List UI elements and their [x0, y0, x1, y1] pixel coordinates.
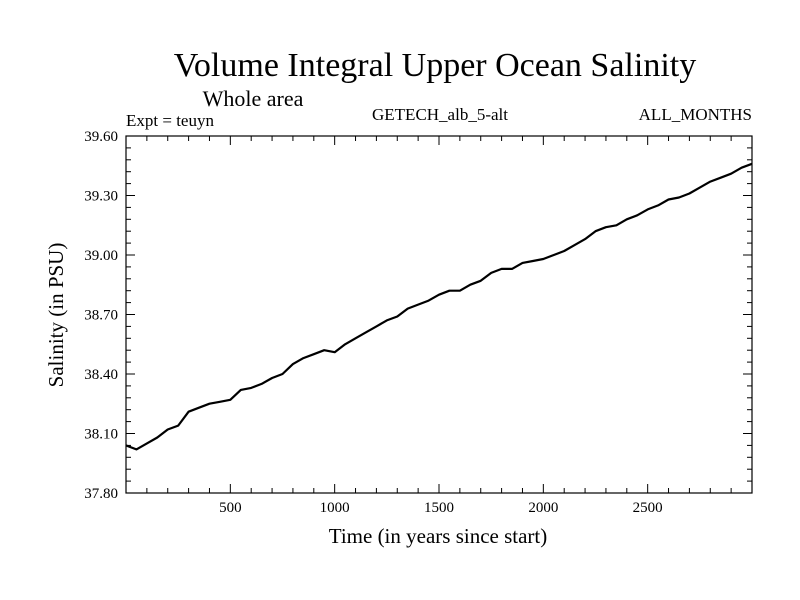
- y-tick-label: 38.40: [84, 367, 118, 383]
- axis-ticks: [126, 136, 752, 493]
- experiment-label: Expt = teuyn: [126, 111, 214, 130]
- x-tick-label: 2500: [633, 500, 663, 516]
- y-tick-label: 39.30: [84, 189, 118, 205]
- y-tick-label: 39.60: [84, 129, 118, 145]
- y-tick-label: 38.10: [84, 427, 118, 443]
- plot-frame: [125, 135, 753, 494]
- period-label: ALL_MONTHS: [639, 105, 752, 124]
- y-tick-label: 37.80: [84, 486, 118, 502]
- y-axis-label: Salinity (in PSU): [44, 243, 68, 388]
- x-tick-label: 1500: [424, 500, 454, 516]
- y-tick-label: 39.00: [84, 248, 118, 264]
- y-tick-label: 38.70: [84, 308, 118, 324]
- axis-tick-labels: 500 1000 1500 2000 2500 37.80 38.10 38.40 38.70 3…: [84, 129, 662, 516]
- run-label: GETECH_alb_5-alt: [372, 105, 508, 124]
- x-tick-label: 500: [219, 500, 242, 516]
- x-tick-label: 1000: [320, 500, 350, 516]
- x-axis-label: Time (in years since start): [329, 524, 548, 548]
- chart-subtitle: Whole area: [203, 86, 304, 111]
- salinity-series-line: [125, 162, 753, 451]
- x-tick-label: 2000: [528, 500, 558, 516]
- chart-title: Volume Integral Upper Ocean Salinity: [174, 47, 696, 84]
